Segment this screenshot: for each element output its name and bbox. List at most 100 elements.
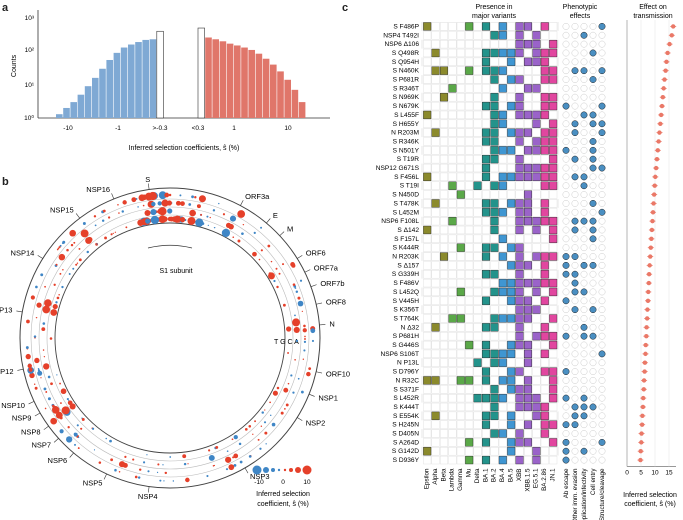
- phenotype-dot-3-3: [589, 49, 597, 57]
- mutation-label-40: N R32C: [396, 377, 420, 384]
- presence-cell-22-6: [473, 216, 482, 226]
- presence-cell-45-11: [515, 420, 524, 429]
- presence-cell-37-9: [498, 349, 507, 359]
- presence-cell-16-12: [524, 163, 533, 173]
- presence-cell-20-13: [532, 199, 541, 208]
- presence-cell-17-11: [515, 172, 524, 181]
- presence-cell-42-4: [456, 394, 465, 403]
- presence-cell-24-15: [549, 234, 558, 243]
- mutation-dot-186: [104, 236, 107, 240]
- panel-a-xtick-pos10: 10: [284, 125, 292, 132]
- presence-cell-8-0: [423, 93, 432, 102]
- presence-cell-42-5: [465, 394, 474, 403]
- presence-cell-48-3: [448, 447, 457, 456]
- presence-cell-4-4: [456, 57, 465, 66]
- phenotype-dot-14-2: [580, 146, 588, 154]
- presence-cell-20-9: [498, 199, 507, 208]
- presence-cell-31-7: [482, 296, 491, 305]
- phenotype-dot-34-4: [598, 323, 606, 331]
- presence-cell-28-11: [515, 270, 524, 279]
- presence-cell-3-12: [524, 48, 533, 58]
- presence-cell-32-6: [473, 305, 482, 314]
- presence-cell-20-0: [423, 199, 432, 208]
- presence-cell-12-13: [532, 128, 541, 137]
- mutation-dot-59: [37, 369, 41, 372]
- phenotype-dot-27-0: [562, 261, 570, 269]
- presence-cell-6-10: [507, 75, 516, 84]
- presence-cell-26-10: [507, 252, 516, 261]
- mutation-dot-13: [206, 474, 209, 478]
- phenotype-dot-17-2: [580, 173, 588, 181]
- legend-title-line1: Inferred selection: [256, 491, 310, 498]
- protein-tick-orf7a: [304, 269, 311, 273]
- phenotype-dot-3-0: [562, 49, 570, 57]
- presence-cell-49-0: [423, 455, 432, 465]
- protein-tick-s: [147, 183, 150, 190]
- mutation-label-2: NSP6 Δ106: [385, 41, 420, 48]
- presence-cell-1-15: [549, 31, 558, 40]
- mutation-dot-154: [244, 428, 248, 431]
- presence-cell-18-12: [524, 181, 533, 190]
- presence-cell-22-8: [490, 216, 499, 226]
- phenotype-dot-26-4: [598, 253, 606, 260]
- presence-cell-32-15: [549, 305, 558, 314]
- presence-cell-26-1: [431, 252, 440, 261]
- presence-cell-8-4: [456, 93, 465, 102]
- presence-cell-10-15: [549, 110, 558, 120]
- presence-cell-2-1: [431, 40, 440, 49]
- phenotype-dot-25-0: [562, 244, 570, 252]
- presence-cell-39-13: [532, 367, 541, 376]
- mutation-dot-229: [276, 386, 280, 390]
- protein-label-m: M: [287, 224, 293, 233]
- mutation-dot-259: [226, 450, 229, 452]
- phenotype-dot-13-2: [580, 138, 588, 145]
- presence-cell-29-1: [431, 278, 440, 288]
- presence-cell-46-6: [473, 429, 482, 438]
- mutation-dot-331: [86, 236, 93, 243]
- presence-cell-23-12: [524, 225, 533, 235]
- presence-cell-2-2: [440, 40, 449, 49]
- presence-cell-7-0: [423, 84, 432, 93]
- phenotype-dot-7-3: [589, 84, 597, 92]
- phenotype-dot-17-3: [589, 173, 597, 181]
- effect-point-47: [639, 440, 644, 445]
- phenotype-dot-21-2: [580, 208, 588, 216]
- presence-cell-5-12: [524, 66, 533, 75]
- phenotype-dot-28-1: [571, 270, 579, 278]
- presence-cell-32-8: [490, 305, 499, 314]
- mutation-dot-244: [118, 461, 126, 468]
- mutation-dot-335: [61, 406, 70, 415]
- presence-cell-25-5: [465, 243, 474, 252]
- presence-cell-1-11: [515, 31, 524, 40]
- mutation-dot-66: [44, 285, 46, 288]
- histogram-bar-negative-11: [135, 42, 142, 118]
- phenotype-dot-19-4: [598, 191, 606, 199]
- presence-cell-12-5: [465, 128, 474, 137]
- mutation-dot-171: [157, 463, 160, 466]
- mutation-dot-125: [294, 314, 296, 317]
- phenotype-dot-41-3: [589, 385, 597, 393]
- presence-cell-26-15: [549, 252, 558, 261]
- presence-cell-20-1: [431, 199, 440, 208]
- presence-title-line2: major variants: [472, 13, 516, 20]
- mutation-dot-51: [102, 209, 106, 213]
- histogram-bar-positive-0: [197, 27, 205, 119]
- presence-cell-27-7: [482, 261, 491, 270]
- presence-cell-28-5: [465, 270, 474, 279]
- presence-cell-44-2: [440, 411, 449, 420]
- variant-label-2: Beta: [440, 468, 447, 481]
- presence-cell-36-12: [524, 340, 533, 350]
- presence-cell-30-12: [524, 287, 533, 297]
- presence-cell-10-1: [431, 110, 440, 120]
- phenotype-dot-20-4: [598, 199, 606, 207]
- presence-cell-46-3: [448, 429, 457, 438]
- phenotype-dot-37-0: [562, 350, 570, 358]
- phenotype-dot-40-4: [598, 376, 606, 384]
- presence-cell-9-4: [456, 101, 465, 111]
- presence-cell-23-5: [465, 225, 474, 235]
- phenotype-dot-49-4: [598, 456, 606, 464]
- histogram-bar-positive-13: [291, 89, 299, 118]
- mutation-dot-117: [118, 212, 120, 214]
- histogram-bar-negative-14: [156, 30, 164, 119]
- histogram-bar-negative-6: [99, 68, 106, 118]
